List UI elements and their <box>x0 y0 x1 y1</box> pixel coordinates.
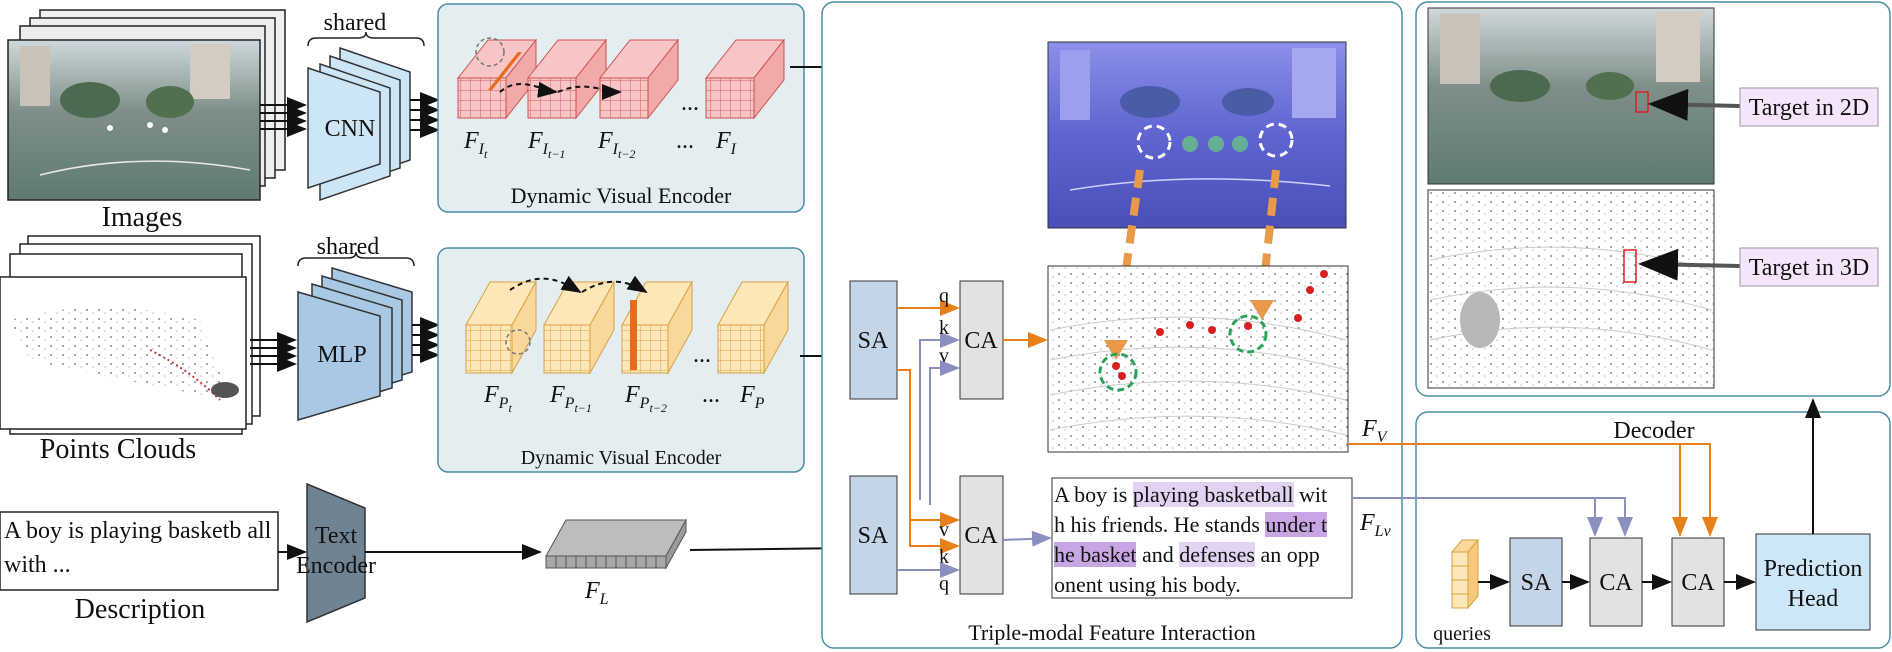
prediction-label-2: Head <box>1788 586 1839 612</box>
fl-label: FL <box>584 578 609 608</box>
highlighted-image <box>1047 41 1347 229</box>
target-3d-label: Target in 3D <box>1749 255 1870 281</box>
target-3d-arrow <box>1638 248 1741 281</box>
ca-block-decoder-2 <box>1671 537 1725 627</box>
interaction-title: Triple-modal Feature Interaction <box>968 620 1256 645</box>
description-text: A boy is playing basketb all with ... <box>4 518 272 578</box>
image-to-cnn-arrows <box>260 97 307 137</box>
prediction-label-1: Prediction <box>1764 556 1863 582</box>
dve-title-top: Dynamic Visual Encoder <box>511 183 732 208</box>
ca-label-decoder-2: CA <box>1681 570 1715 596</box>
ca-block-decoder-1 <box>1589 537 1643 627</box>
prediction-head-block <box>1755 533 1871 631</box>
target-2d-arrow <box>1648 88 1741 121</box>
description-box <box>0 511 279 591</box>
v-arrow-top <box>929 360 960 505</box>
ca-label-top: CA <box>964 328 998 354</box>
red-cube-stack <box>456 37 786 120</box>
flv-to-ca1-arrow <box>1352 497 1633 537</box>
fl-feature-bar <box>545 518 687 570</box>
target-2d-label: Target in 2D <box>1749 95 1870 121</box>
text-encoder-block <box>306 482 366 624</box>
fp-labels: FPt FPt−1 FPt−2 ... FP <box>483 382 765 415</box>
target-2d-box <box>1739 87 1879 127</box>
text-encoder-label-2: Encoder <box>296 553 376 579</box>
pointcloud-stack <box>0 235 261 435</box>
cnn-block <box>307 46 411 202</box>
sa-label-top: SA <box>858 328 889 354</box>
sa-block-decoder <box>1509 537 1563 627</box>
ca-block-bottom <box>959 475 1004 595</box>
yellow-cube-stack <box>465 275 789 375</box>
dve-title-mid: Dynamic Visual Encoder <box>521 447 722 469</box>
svg-text:...: ... <box>676 128 694 154</box>
cnn-to-dve-arrows <box>410 92 440 138</box>
output-pointcloud-3d <box>1427 189 1715 389</box>
q-label-bottom: q <box>939 573 949 595</box>
sa-block-top <box>849 280 898 400</box>
ca-label-decoder-1: CA <box>1599 570 1633 596</box>
k-label-bottom: k <box>939 546 949 568</box>
ca-bottom-out-arrow <box>1002 530 1052 547</box>
pointcloud-view <box>1047 265 1349 453</box>
svg-text:...: ... <box>702 382 720 408</box>
description-label: Description <box>75 594 206 625</box>
mlp-to-dve-arrows <box>412 317 440 363</box>
ellipsis-mid: ... <box>693 342 711 368</box>
sa-label-bottom: SA <box>858 523 889 549</box>
sa-label-decoder: SA <box>1521 570 1552 596</box>
k-label-top: k <box>939 317 949 339</box>
target-3d-box <box>1739 247 1879 287</box>
output-image-2d <box>1427 7 1715 185</box>
shared-label-mid: shared <box>317 234 380 260</box>
queries-stack <box>1450 538 1480 610</box>
image-stack <box>7 9 286 201</box>
shared-brace-mid <box>297 251 415 267</box>
k-arrow-bottom <box>909 520 960 554</box>
fv-to-ca2-arrow <box>1348 443 1718 537</box>
mlp-block <box>297 266 413 422</box>
v-label-bottom: v <box>939 519 949 541</box>
language-output-text: A boy is playing basketball wit h his fr… <box>1054 482 1328 596</box>
mlp-label: MLP <box>317 342 366 368</box>
shared-brace-top <box>307 31 425 47</box>
v-label-top: v <box>939 345 949 367</box>
sa-block-bottom <box>849 475 898 595</box>
cnn-label: CNN <box>325 116 376 142</box>
images-label: Images <box>102 202 183 233</box>
decoder-title: Decoder <box>1613 418 1694 444</box>
shared-label-top: shared <box>324 10 387 36</box>
points-label: Points Clouds <box>40 434 196 465</box>
k-arrow-top <box>919 332 960 500</box>
text-encoder-label-1: Text <box>315 523 358 549</box>
ellipsis-top: ... <box>681 90 699 116</box>
q-label-top: q <box>939 285 949 307</box>
ca-label-bottom: CA <box>964 523 998 549</box>
queries-label: queries <box>1433 623 1491 645</box>
v-arrow-bottom <box>897 369 960 528</box>
pc-to-mlp-arrows <box>250 332 297 372</box>
